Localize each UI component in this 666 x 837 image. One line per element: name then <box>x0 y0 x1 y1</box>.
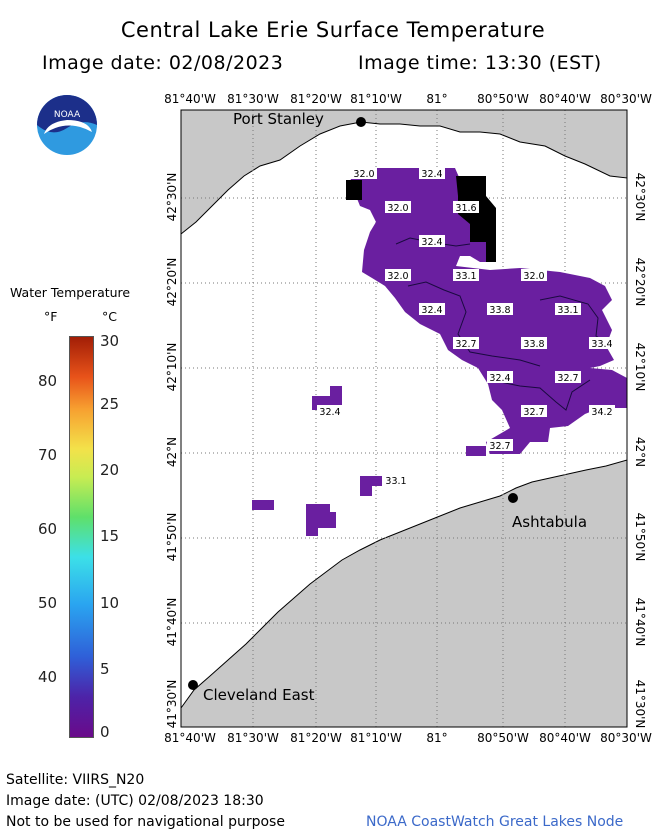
f-tick: 80 <box>38 372 58 390</box>
temperature-labels: 32.0 32.4 32.0 31.6 32.4 32.0 33.1 32.0 … <box>317 167 615 487</box>
legend-unit-c: °C <box>102 309 117 324</box>
legend-unit-f: °F <box>44 309 58 324</box>
temp-label: 32.4 <box>487 371 513 384</box>
lon-label-top: 80°50'W <box>477 92 529 106</box>
city-label: Cleveland East <box>203 686 315 704</box>
svg-text:31.6: 31.6 <box>455 203 476 214</box>
city-label: Port Stanley <box>233 110 324 128</box>
lon-label-bottom: 81°30'W <box>227 731 279 745</box>
svg-text:33.1: 33.1 <box>385 476 406 487</box>
c-tick: 5 <box>100 660 110 678</box>
temp-label: 33.4 <box>589 337 615 350</box>
image-time: Image time: 13:30 (EST) <box>358 52 602 74</box>
lon-label-bottom: 81°20'W <box>290 731 342 745</box>
svg-text:32.0: 32.0 <box>387 271 408 282</box>
temp-label: 32.7 <box>555 371 581 384</box>
c-tick: 30 <box>100 332 120 350</box>
temp-label: 33.8 <box>521 337 547 350</box>
f-tick: 60 <box>38 520 58 538</box>
credit-link[interactable]: NOAA CoastWatch Great Lakes Node <box>366 814 624 830</box>
lon-label-top: 81°20'W <box>290 92 342 106</box>
lon-label-top: 81°10'W <box>350 92 402 106</box>
cloud-mask <box>346 176 496 262</box>
svg-text:32.0: 32.0 <box>353 169 374 180</box>
temp-label: 33.8 <box>487 303 513 316</box>
south-shore-land <box>180 459 628 728</box>
satellite-info: Satellite: VIIRS_N20 <box>6 772 145 788</box>
temp-label: 32.0 <box>385 201 411 214</box>
temp-label: 32.4 <box>419 303 445 316</box>
lon-label-top: 81° <box>426 92 448 106</box>
temp-label: 32.7 <box>487 439 513 452</box>
svg-text:33.1: 33.1 <box>557 305 578 316</box>
svg-text:32.0: 32.0 <box>387 203 408 214</box>
image-date: Image date: 02/08/2023 <box>42 52 284 74</box>
city-marker-icon <box>356 117 366 127</box>
svg-text:33.8: 33.8 <box>523 339 544 350</box>
lon-label-top: 80°40'W <box>539 92 591 106</box>
f-tick: 40 <box>38 668 58 686</box>
f-tick: 70 <box>38 446 58 464</box>
c-tick: 25 <box>100 395 120 413</box>
c-tick: 10 <box>100 594 120 612</box>
svg-text:33.8: 33.8 <box>489 305 510 316</box>
disclaimer: Not to be used for navigational purpose <box>6 814 285 830</box>
lon-label-bottom: 80°30'W <box>600 731 652 745</box>
lon-label-bottom: 81° <box>426 731 448 745</box>
lon-label-bottom: 80°50'W <box>477 731 529 745</box>
color-scale-bar <box>69 336 94 738</box>
svg-text:32.4: 32.4 <box>421 169 442 180</box>
svg-text:33.4: 33.4 <box>591 339 612 350</box>
city-ashtabula: Ashtabula <box>508 493 587 531</box>
c-tick: 0 <box>100 723 110 741</box>
svg-text:32.4: 32.4 <box>319 407 340 418</box>
temp-label: 32.0 <box>351 167 377 180</box>
lon-label-bottom: 81°40'W <box>164 731 216 745</box>
lon-label-top: 81°40'W <box>164 92 216 106</box>
city-port-stanley: Port Stanley <box>233 110 366 128</box>
temp-label: 32.4 <box>317 405 343 418</box>
f-tick: 50 <box>38 594 58 612</box>
c-tick: 20 <box>100 461 120 479</box>
city-marker-icon <box>508 493 518 503</box>
svg-text:34.2: 34.2 <box>591 407 612 418</box>
svg-text:32.4: 32.4 <box>421 237 442 248</box>
svg-text:32.7: 32.7 <box>523 407 544 418</box>
c-tick: 15 <box>100 527 120 545</box>
temp-label: 34.2 <box>589 405 615 418</box>
legend-title: Water Temperature <box>10 285 131 300</box>
lon-label-top: 80°30'W <box>600 92 652 106</box>
temp-label: 32.0 <box>385 269 411 282</box>
city-label: Ashtabula <box>512 513 587 531</box>
temp-label: 33.1 <box>453 269 479 282</box>
lon-label-top: 81°30'W <box>227 92 279 106</box>
temp-label: 32.7 <box>453 337 479 350</box>
svg-text:32.7: 32.7 <box>489 441 510 452</box>
map-frame <box>180 109 628 728</box>
north-shore-land <box>180 109 628 236</box>
temp-label: 33.1 <box>383 474 409 487</box>
temp-label: 32.4 <box>419 235 445 248</box>
svg-text:32.4: 32.4 <box>421 305 442 316</box>
city-cleveland-east: Cleveland East <box>188 680 315 704</box>
temp-label: 32.7 <box>521 405 547 418</box>
utc-date: Image date: (UTC) 02/08/2023 18:30 <box>6 793 264 809</box>
noaa-logo-text: NOAA <box>54 110 81 120</box>
noaa-logo-icon: NOAA <box>37 95 97 155</box>
svg-text:32.7: 32.7 <box>557 373 578 384</box>
temp-label: 32.0 <box>521 269 547 282</box>
temp-label: 32.4 <box>419 167 445 180</box>
temp-label: 31.6 <box>453 201 479 214</box>
lon-label-bottom: 81°10'W <box>350 731 402 745</box>
city-marker-icon <box>188 680 198 690</box>
map-title: Central Lake Erie Surface Temperature <box>120 18 546 42</box>
lon-label-bottom: 80°40'W <box>539 731 591 745</box>
svg-text:32.4: 32.4 <box>489 373 510 384</box>
svg-text:33.1: 33.1 <box>455 271 476 282</box>
temp-label: 33.1 <box>555 303 581 316</box>
svg-text:32.7: 32.7 <box>455 339 476 350</box>
svg-text:32.0: 32.0 <box>523 271 544 282</box>
